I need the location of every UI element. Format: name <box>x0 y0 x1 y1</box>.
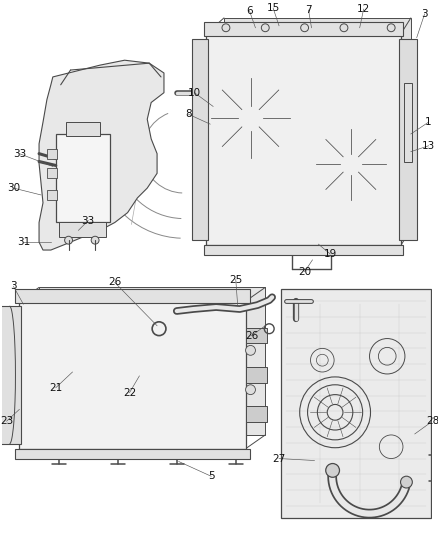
Text: 28: 28 <box>426 416 438 426</box>
Bar <box>281 289 431 518</box>
Bar <box>246 367 267 383</box>
Bar <box>56 134 110 222</box>
Bar <box>404 83 412 161</box>
Bar <box>39 287 265 435</box>
Text: 20: 20 <box>298 266 311 277</box>
Bar <box>59 222 106 237</box>
Text: 1: 1 <box>425 117 432 127</box>
Text: 33: 33 <box>81 215 95 225</box>
Text: 19: 19 <box>324 249 337 259</box>
Text: 5: 5 <box>208 471 215 481</box>
Bar <box>224 18 411 229</box>
Bar <box>192 38 208 240</box>
Bar <box>206 34 401 245</box>
Bar <box>204 22 403 36</box>
Circle shape <box>246 385 255 394</box>
Text: 13: 13 <box>422 141 435 151</box>
Text: 8: 8 <box>185 109 192 119</box>
Text: 30: 30 <box>7 183 20 193</box>
Text: 33: 33 <box>13 149 26 159</box>
Circle shape <box>91 236 99 244</box>
Text: 22: 22 <box>123 387 136 398</box>
Text: 12: 12 <box>357 4 370 14</box>
Circle shape <box>400 476 412 488</box>
Text: 15: 15 <box>266 3 280 13</box>
Text: 6: 6 <box>246 6 253 16</box>
Bar <box>15 449 250 458</box>
Bar <box>47 168 57 178</box>
Bar <box>204 245 403 255</box>
Bar <box>47 149 57 158</box>
Text: 25: 25 <box>229 274 242 285</box>
Text: 21: 21 <box>49 383 62 393</box>
Bar <box>66 122 100 136</box>
Bar <box>47 190 57 200</box>
Circle shape <box>340 24 348 31</box>
Text: 31: 31 <box>17 237 30 247</box>
Polygon shape <box>39 60 164 250</box>
Text: 3: 3 <box>10 281 17 292</box>
Text: 3: 3 <box>421 9 428 19</box>
Text: 10: 10 <box>188 87 201 98</box>
Bar <box>399 38 417 240</box>
Circle shape <box>387 24 395 31</box>
Circle shape <box>65 236 73 244</box>
Circle shape <box>300 24 308 31</box>
Bar <box>19 301 246 449</box>
Text: 26: 26 <box>108 278 121 287</box>
Bar <box>0 306 21 444</box>
Bar <box>246 407 267 422</box>
Bar <box>15 289 250 303</box>
Text: 27: 27 <box>272 454 286 464</box>
Circle shape <box>326 464 339 477</box>
Circle shape <box>222 24 230 31</box>
Text: 7: 7 <box>305 5 312 15</box>
Bar <box>246 328 267 343</box>
Text: 23: 23 <box>0 416 13 426</box>
Circle shape <box>261 24 269 31</box>
Text: 26: 26 <box>245 330 258 341</box>
Circle shape <box>246 345 255 356</box>
